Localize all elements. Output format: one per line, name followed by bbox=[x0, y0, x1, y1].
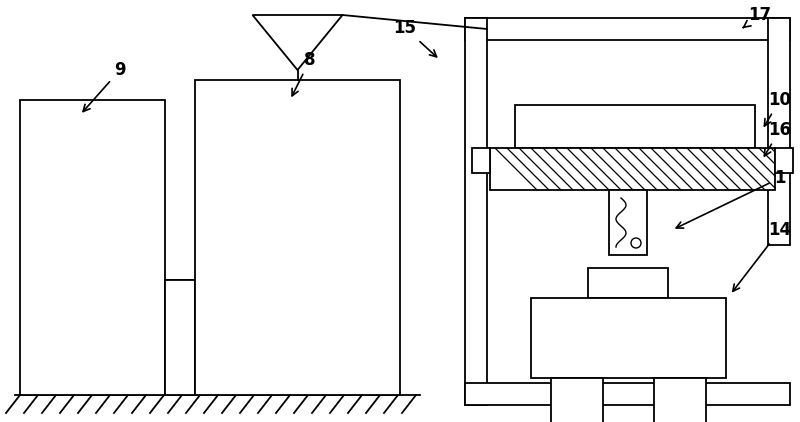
Text: 9: 9 bbox=[83, 61, 126, 111]
Bar bbox=[775, 148, 793, 173]
Bar bbox=[515, 105, 755, 148]
Text: 1: 1 bbox=[676, 169, 786, 228]
Text: 16: 16 bbox=[764, 121, 791, 156]
Bar bbox=[551, 378, 603, 422]
Text: 10: 10 bbox=[764, 91, 791, 126]
Text: 8: 8 bbox=[292, 51, 316, 96]
Bar bbox=[20, 100, 165, 395]
Bar bbox=[465, 18, 487, 405]
Text: 14: 14 bbox=[733, 221, 791, 291]
Bar bbox=[472, 148, 490, 173]
Text: 17: 17 bbox=[743, 6, 771, 27]
Bar bbox=[768, 18, 790, 245]
Bar bbox=[531, 298, 726, 378]
Bar bbox=[465, 18, 790, 40]
Bar bbox=[165, 280, 195, 395]
Bar bbox=[195, 80, 400, 395]
Bar bbox=[490, 148, 775, 190]
Bar bbox=[465, 383, 790, 405]
Bar bbox=[609, 190, 647, 255]
Bar bbox=[588, 268, 668, 298]
Bar bbox=[654, 378, 706, 422]
Text: 15: 15 bbox=[394, 19, 437, 57]
Polygon shape bbox=[253, 15, 342, 70]
